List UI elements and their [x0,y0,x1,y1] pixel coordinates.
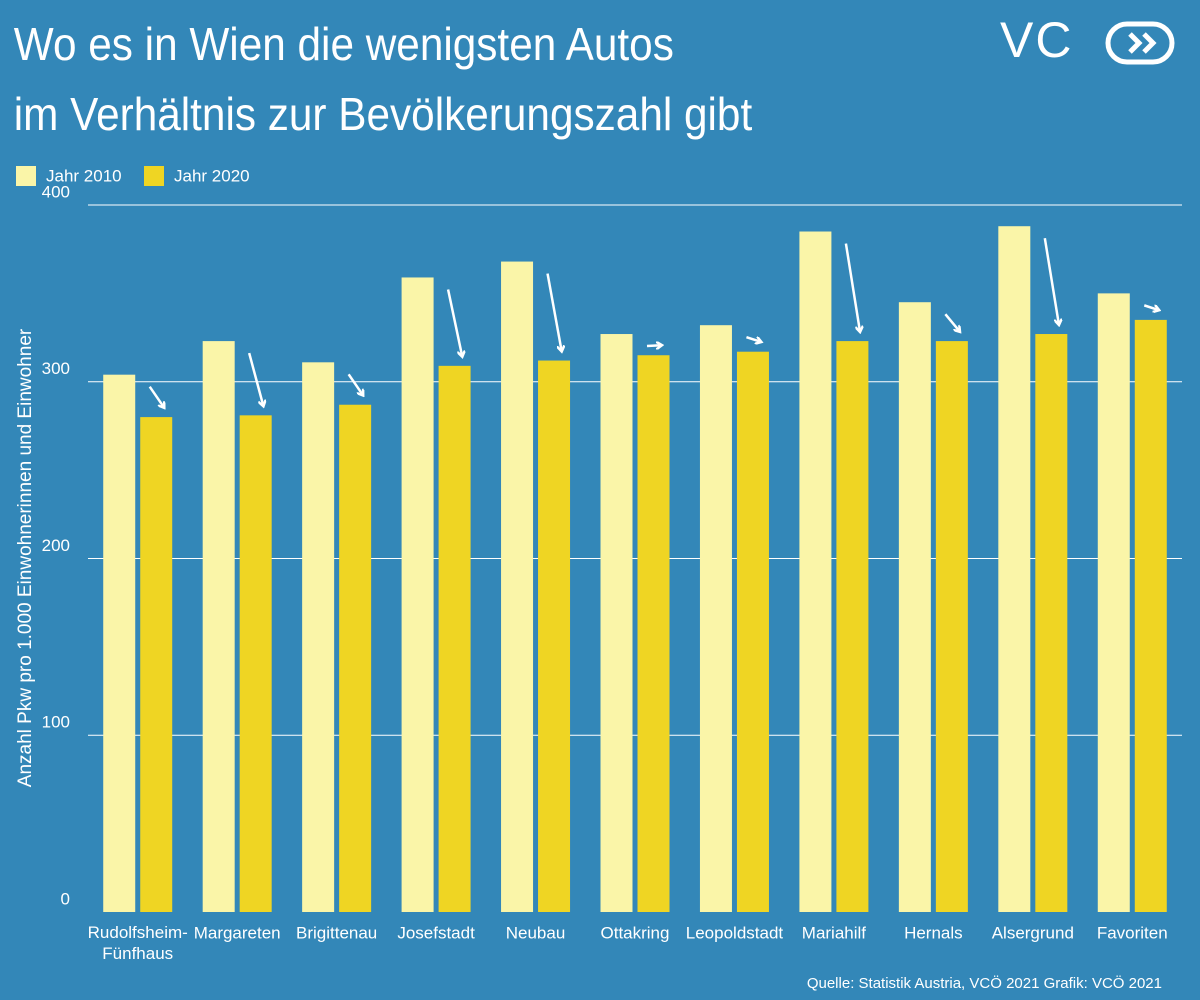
arrow [1143,304,1158,310]
arrow [247,352,263,405]
logo-pill [1105,21,1175,65]
bar [239,415,272,912]
bar [202,341,235,912]
bar [501,261,534,912]
bar [103,374,136,912]
x-tick-label: Favoriten [1097,923,1168,942]
y-tick-label: 400 [42,182,70,201]
arrow [1043,238,1059,324]
x-tick-label: Margareten [194,923,281,942]
logo-text: VC [1000,12,1073,68]
x-tick-label: Brigittenau [296,923,377,942]
arrow [746,336,760,342]
arrow [148,385,164,407]
chart-title: Wo es in Wien die wenigsten Autos [14,20,674,71]
bar [302,362,335,912]
chart-title: im Verhältnis zur Bevölkerungszahl gibt [14,90,752,141]
y-axis-label: Anzahl Pkw pro 1.000 Einwohnerinnen und … [15,328,36,787]
bar [898,302,931,912]
bar [339,404,372,912]
x-tick-label: Neubau [506,923,566,942]
bar [140,417,173,912]
x-tick-label: Hernals [904,923,963,942]
bar [799,231,832,912]
x-tick-label-line: Fünfhaus [102,944,173,963]
bar [438,365,471,912]
y-tick-label: 0 [61,889,70,908]
x-tick-label: Rudolfsheim- Fünfhaus [88,923,188,963]
bar [600,334,633,913]
arrow [446,289,462,355]
x-tick-label: Ottakring [601,923,670,942]
bar [699,325,732,912]
bar [538,360,571,912]
legend-label: Jahr 2020 [174,166,250,185]
bar [1097,293,1130,912]
legend-swatch [16,166,36,186]
bar [1134,319,1167,912]
legend-label: Jahr 2010 [46,166,122,185]
bar [836,341,869,912]
bar [736,351,769,912]
y-tick-label: 200 [42,536,70,555]
bar [637,355,670,912]
bar [935,341,968,912]
y-tick-label: 300 [42,359,70,378]
arrow [844,243,860,332]
arrow [944,313,959,331]
x-tick-label: Alsergrund [992,923,1074,942]
logo-chevrons [1128,32,1157,54]
bar [1035,334,1068,913]
bar [401,277,434,912]
legend-swatch [144,166,164,186]
arrow [347,373,363,394]
x-tick-label: Mariahilf [802,923,867,942]
x-tick-label: Josefstadt [397,923,475,942]
logo: VC [1000,12,1175,68]
arrow [646,345,661,346]
x-tick-label: Leopoldstadt [686,923,784,942]
x-tick-label-line: Rudolfsheim- [88,923,188,942]
y-tick-label: 100 [42,713,70,732]
source: Quelle: Statistik Austria, VCÖ 2021 Graf… [807,974,1162,992]
bar [998,226,1031,912]
arrow [546,273,562,351]
